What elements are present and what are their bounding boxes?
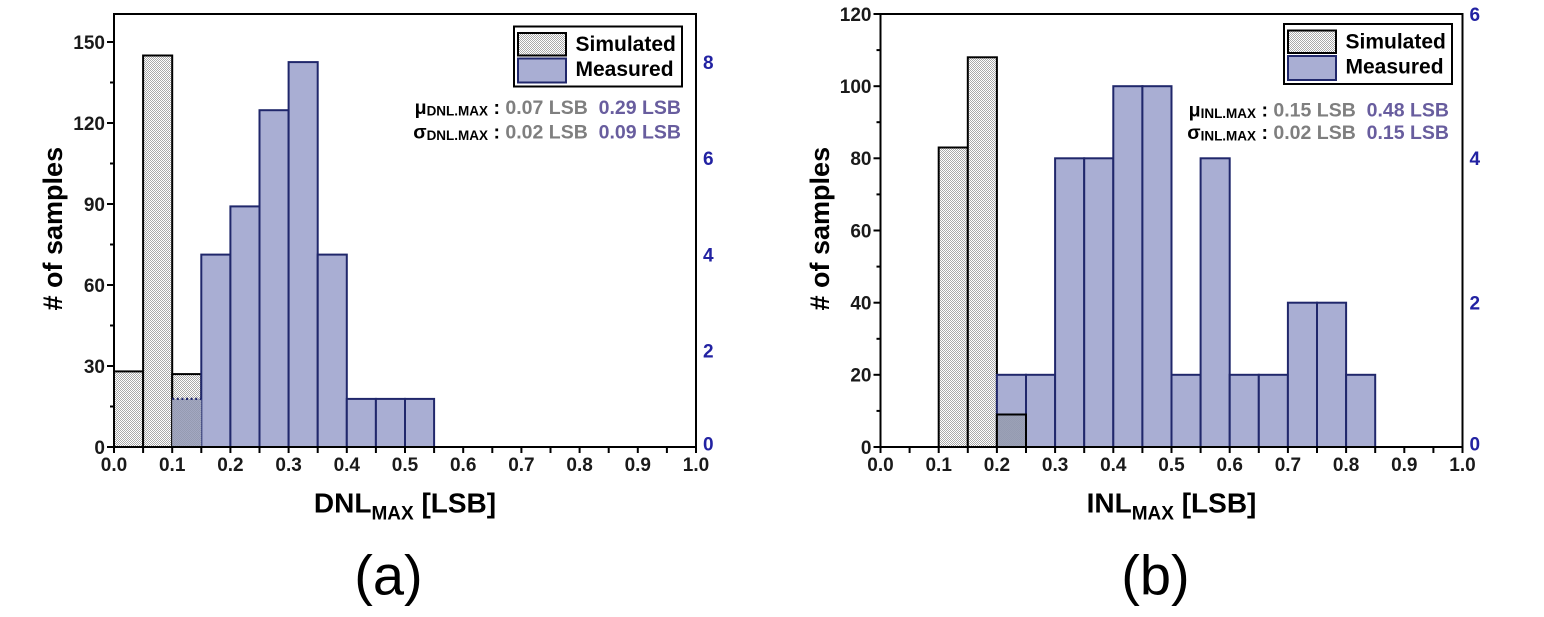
svg-text:0: 0 [861,438,872,459]
svg-text:0.7: 0.7 [1275,455,1301,476]
svg-text:0.1: 0.1 [159,455,186,476]
svg-text:(a): (a) [354,544,422,607]
svg-text:60: 60 [850,221,871,242]
svg-text:8: 8 [703,53,714,74]
svg-text:0: 0 [1470,434,1481,455]
svg-text:80: 80 [850,149,871,170]
svg-text:4: 4 [1470,149,1481,170]
svg-text:2: 2 [1470,294,1481,315]
svg-text:40: 40 [850,294,871,315]
svg-text:0.4: 0.4 [1100,455,1127,476]
svg-text:Measured: Measured [1346,55,1444,78]
svg-text:0.1: 0.1 [925,455,952,476]
svg-text:0: 0 [703,434,714,455]
svg-text:0.9: 0.9 [625,455,651,476]
svg-text:σINL.MAX : 0.02 LSB 0.15 LSB: σINL.MAX : 0.02 LSB 0.15 LSB [1187,122,1449,144]
svg-text:# of samples: # of samples [805,147,835,311]
svg-text:120: 120 [73,114,105,135]
svg-text:6: 6 [1470,5,1481,26]
svg-text:1.0: 1.0 [1449,455,1475,476]
svg-text:Simulated: Simulated [576,33,676,56]
svg-text:100: 100 [840,77,872,98]
svg-text:1.0: 1.0 [683,455,709,476]
svg-text:90: 90 [84,195,105,216]
svg-text:Measured: Measured [576,58,674,81]
svg-text:0.2: 0.2 [984,455,1010,476]
svg-text:0.6: 0.6 [1216,455,1242,476]
svg-text:0.2: 0.2 [217,455,243,476]
svg-text:6: 6 [703,149,714,170]
svg-text:0.8: 0.8 [566,455,592,476]
svg-text:0.0: 0.0 [101,455,127,476]
svg-text:μDNL.MAX : 0.07 LSB 0.29 LSB: μDNL.MAX : 0.07 LSB 0.29 LSB [415,97,681,119]
svg-text:2: 2 [703,342,714,363]
svg-text:0.7: 0.7 [508,455,534,476]
svg-text:0: 0 [94,438,105,459]
svg-text:0.6: 0.6 [450,455,476,476]
svg-text:0.5: 0.5 [392,455,419,476]
svg-text:0.4: 0.4 [334,455,361,476]
svg-text:(b): (b) [1121,544,1189,607]
svg-text:120: 120 [840,5,872,26]
svg-text:4: 4 [703,245,714,266]
svg-text:INLMAX [LSB]: INLMAX [LSB] [1087,488,1257,525]
svg-text:Simulated: Simulated [1346,30,1446,53]
svg-text:0.5: 0.5 [1158,455,1185,476]
svg-text:20: 20 [850,366,871,387]
svg-text:0.3: 0.3 [275,455,301,476]
svg-text:# of samples: # of samples [38,147,68,311]
svg-text:60: 60 [84,276,105,297]
svg-text:0.0: 0.0 [867,455,893,476]
svg-text:0.8: 0.8 [1333,455,1359,476]
svg-text:30: 30 [84,357,105,378]
svg-text:0.3: 0.3 [1042,455,1068,476]
svg-text:150: 150 [73,33,105,54]
svg-text:0.9: 0.9 [1391,455,1417,476]
